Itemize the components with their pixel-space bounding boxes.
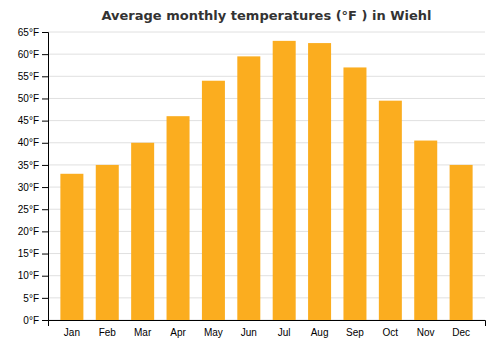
- title: Average monthly temperatures (°F ) in Wi…: [101, 8, 431, 23]
- y-tick-mark: [42, 187, 48, 188]
- bar: [450, 165, 473, 320]
- x-tick: Oct: [383, 327, 399, 338]
- x-tick-label: Jul: [278, 327, 291, 338]
- grid-line: [48, 120, 485, 121]
- y-tick: 15°F: [18, 248, 48, 259]
- x-tick: Aug: [311, 327, 329, 338]
- y-tick-mark: [42, 98, 48, 99]
- y-tick-label: 0°F: [23, 315, 39, 326]
- y-tick: 35°F: [18, 160, 48, 171]
- x-tick: Apr: [170, 327, 186, 338]
- y-tick: 20°F: [18, 226, 48, 237]
- x-tick: May: [204, 327, 223, 338]
- x-tick: Jul: [278, 327, 291, 338]
- y-tick-mark: [42, 320, 48, 321]
- y-tick-mark: [42, 54, 48, 55]
- bar: [273, 41, 296, 320]
- grid-line: [48, 32, 485, 33]
- y-tick-label: 20°F: [18, 226, 39, 237]
- bar: [131, 143, 154, 320]
- y-tick-mark: [42, 76, 48, 77]
- x-tick-label: Sep: [346, 327, 364, 338]
- x-tick: Jan: [64, 327, 80, 338]
- y-tick-label: 40°F: [18, 137, 39, 148]
- y-tick-label: 10°F: [18, 270, 39, 281]
- y-tick-label: 35°F: [18, 160, 39, 171]
- plot: 0°F 5°F 10°F 15°F 20°F 25°F 30°F 35°F 40°F 45°F 50…: [18, 27, 486, 338]
- x-tick: Dec: [452, 327, 470, 338]
- y-tick-mark: [42, 231, 48, 232]
- x-tick-label: May: [204, 327, 223, 338]
- y-tick: 55°F: [18, 71, 48, 82]
- chart-container: 0°F 5°F 10°F 15°F 20°F 25°F 30°F 35°F 40°F 45°F 50…: [0, 0, 500, 350]
- bar: [96, 165, 119, 320]
- y-tick-label: 65°F: [18, 27, 39, 38]
- x-tick-label: Jun: [241, 327, 257, 338]
- y-tick-label: 25°F: [18, 204, 39, 215]
- y-axis: 0°F 5°F 10°F 15°F 20°F 25°F 30°F 35°F 40°F 45°F 50…: [18, 27, 49, 326]
- bar: [167, 116, 190, 320]
- x-axis-line: [49, 321, 486, 327]
- x-axis: Jan Feb Mar Apr May Jun Jul Aug Sep Oct Nov Dec: [49, 321, 486, 339]
- y-tick: 25°F: [18, 204, 48, 215]
- x-tick-label: Dec: [452, 327, 470, 338]
- y-axis-line: [42, 33, 49, 321]
- x-tick: Nov: [417, 327, 435, 338]
- x-tick-label: Nov: [417, 327, 435, 338]
- grid-line: [48, 98, 485, 99]
- y-tick: 50°F: [18, 93, 48, 104]
- bar: [414, 141, 437, 320]
- y-tick: 60°F: [18, 49, 48, 60]
- x-tick-label: Mar: [134, 327, 152, 338]
- y-tick-label: 5°F: [23, 293, 39, 304]
- y-tick-mark: [42, 276, 48, 277]
- bar: [237, 56, 260, 320]
- y-tick-label: 15°F: [18, 248, 39, 259]
- y-tick-label: 45°F: [18, 115, 39, 126]
- y-tick: 65°F: [18, 27, 48, 38]
- y-tick-mark: [42, 254, 48, 255]
- grid-line: [48, 54, 485, 55]
- y-tick-mark: [42, 209, 48, 210]
- y-tick-label: 60°F: [18, 49, 39, 60]
- x-tick: Jun: [241, 327, 257, 338]
- x-tick-label: Jan: [64, 327, 80, 338]
- bar: [343, 67, 366, 320]
- y-tick: 5°F: [23, 293, 48, 304]
- y-tick-mark: [42, 143, 48, 144]
- y-tick-mark: [42, 121, 48, 122]
- y-tick-label: 50°F: [18, 93, 39, 104]
- y-tick-label: 30°F: [18, 182, 39, 193]
- y-tick-label: 55°F: [18, 71, 39, 82]
- x-tick: Mar: [134, 327, 152, 338]
- x-tick-label: Feb: [99, 327, 117, 338]
- bar: [308, 43, 331, 320]
- y-tick: 30°F: [18, 182, 48, 193]
- y-tick: 10°F: [18, 270, 48, 281]
- bar: [379, 101, 402, 320]
- y-tick-mark: [42, 298, 48, 299]
- x-tick-label: Aug: [311, 327, 329, 338]
- y-tick-mark: [42, 32, 48, 33]
- y-tick: 0°F: [23, 315, 48, 326]
- y-tick-mark: [42, 165, 48, 166]
- bar: [202, 81, 225, 320]
- grid: [48, 32, 485, 320]
- grid-line: [48, 76, 485, 77]
- x-tick-label: Apr: [170, 327, 186, 338]
- bars: [60, 41, 472, 320]
- x-tick: Sep: [346, 327, 364, 338]
- bar: [60, 174, 83, 320]
- y-tick: 40°F: [18, 137, 48, 148]
- x-tick: Feb: [99, 327, 117, 338]
- chart: 0°F 5°F 10°F 15°F 20°F 25°F 30°F 35°F 40°F 45°F 50…: [0, 0, 500, 350]
- x-tick-label: Oct: [383, 327, 399, 338]
- y-tick: 45°F: [18, 115, 48, 126]
